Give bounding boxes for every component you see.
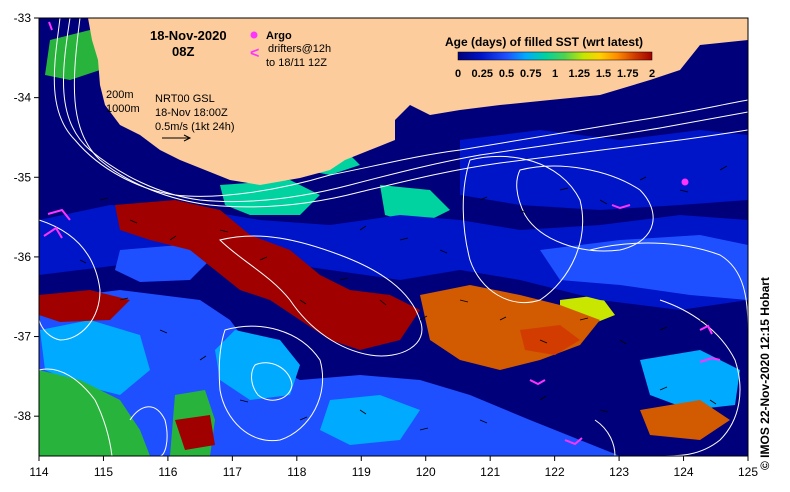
colorbar-tick-label: 1.25 [569,68,590,80]
lon-tick-label: 120 [416,465,436,479]
lon-tick-label: 116 [158,465,177,479]
colorbar-tick-label: 0.25 [472,68,493,80]
product-time: 18-Nov 18:00Z [155,107,228,119]
lat-tick-label: -36 [14,250,32,264]
lon-tick-label: 118 [287,465,306,479]
lon-tick-label: 121 [480,465,500,479]
plot-frame [38,17,749,457]
colorbar-ticks: 0 0.25 0.5 0.75 1 1.25 1.5 1.75 2 [455,68,655,80]
velocity-scale-label: 0.5m/s (1kt 24h) [155,121,234,133]
lon-tick-label: 122 [545,465,565,479]
lat-tick-label: -38 [14,409,32,423]
argo-float-marker [681,178,689,186]
colorbar-tick-label: 0.75 [520,68,541,80]
isobath-contours [39,18,748,456]
lon-tick-label: 123 [609,465,629,479]
credit-text: © IMOS 22-Nov-2020 12:15 Hobart [758,277,772,470]
time-label: 08Z [172,44,194,59]
lon-tick-label: 115 [94,465,113,479]
lon-axis: 114 115 116 117 118 119 120 121 122 123 124 125 [29,456,758,479]
contour-label-1000m: 1000m [106,103,140,115]
colorbar-tick-label: 0 [455,68,461,80]
argo-legend-icon [250,31,258,39]
colorbar-tick-label: 1.75 [617,68,638,80]
colorbar-title: Age (days) of filled SST (wrt latest) [445,35,643,49]
lon-tick-label: 114 [29,465,48,479]
date-label: 18-Nov-2020 [150,28,227,43]
drifter-tracks [43,21,721,446]
drifter-legend-line2: to 18/11 12Z [266,57,327,69]
lon-tick-label: 125 [738,465,758,479]
sst-age-patches [39,30,748,456]
drifter-legend-icon: < [250,45,259,62]
lon-tick-label: 117 [223,465,242,479]
colorbar-tick-label: 0.5 [499,68,514,80]
velocity-scale-arrow [162,134,192,142]
lat-tick-label: -33 [14,11,32,25]
lat-tick-label: -34 [14,91,32,105]
colorbar-tick-label: 2 [649,68,655,80]
lat-axis: -33 -34 -35 -36 -37 -38 [14,11,39,423]
lon-tick-label: 124 [674,465,694,479]
argo-legend-label: Argo [266,30,292,42]
colorbar-tick-label: 1.5 [596,68,611,80]
lat-tick-label: -35 [14,170,32,184]
contour-label-200m: 200m [106,89,134,101]
colorbar-tick-label: 1 [552,68,558,80]
lat-tick-label: -37 [14,330,32,344]
current-vectors [79,165,728,431]
map-area [39,18,748,456]
colorbar-gradient [457,51,653,61]
product-name: NRT00 GSL [155,93,215,105]
drifter-legend-line1: drifters@12h [268,43,331,55]
lon-tick-label: 119 [352,465,371,479]
